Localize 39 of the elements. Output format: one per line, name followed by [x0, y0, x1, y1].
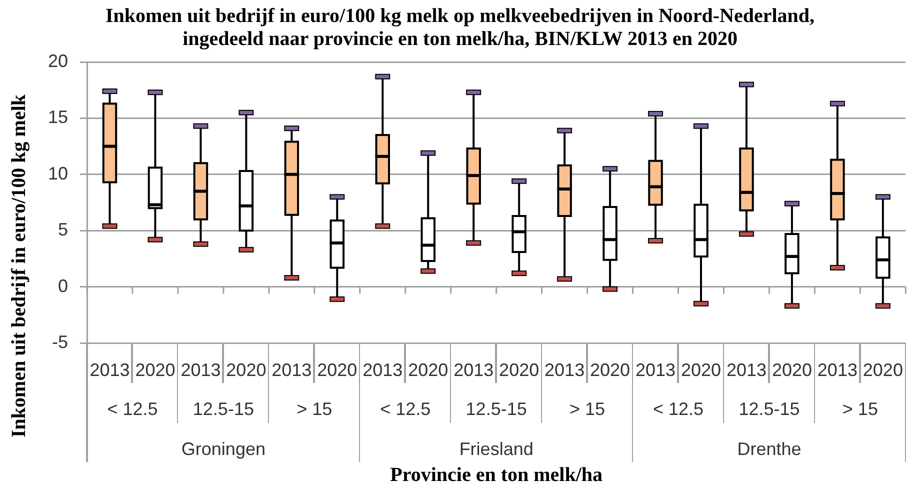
x-tick-label: 2020 — [499, 360, 540, 380]
x-tick-label: 2013 — [454, 360, 494, 380]
text: Friesland — [459, 438, 534, 459]
y-tick-label: 5 — [58, 220, 68, 240]
y-axis-title: Inkomen uit bedrijf in euro/100 kg melk — [8, 94, 30, 438]
x-tick-label: 2013 — [90, 360, 130, 380]
x-tick-label: 2020 — [135, 360, 176, 380]
x-axis-title: Provincie en ton melk/ha — [390, 464, 603, 486]
text: > 15 — [570, 398, 606, 419]
x-tick-label: 2020 — [408, 360, 448, 380]
x-tick-label: 2013 — [635, 360, 676, 380]
x-tick-label: 2013 — [544, 360, 585, 380]
text: 12.5-15 — [738, 398, 800, 419]
text: < 12.5 — [380, 398, 431, 419]
y-tick-label: 20 — [48, 50, 68, 71]
y-tick-label: 0 — [58, 276, 68, 296]
x-tick-label: 2020 — [862, 360, 903, 380]
x-tick-label: 2013 — [362, 360, 403, 380]
text: < 12.5 — [107, 398, 158, 419]
y-tick-label: 10 — [48, 163, 68, 184]
text: > 15 — [296, 398, 332, 419]
text: Drenthe — [737, 438, 802, 459]
text: Groningen — [181, 438, 266, 459]
text: 12.5-15 — [466, 398, 527, 419]
x-tick-label: 2020 — [590, 360, 630, 380]
x-tick-label: 2013 — [180, 360, 221, 380]
text: > 15 — [842, 398, 878, 419]
x-tick-label: 2013 — [817, 360, 858, 380]
x-tick-label: 2020 — [680, 360, 722, 380]
x-tick-label: 2020 — [226, 360, 266, 380]
x-tick-label: 2020 — [317, 360, 358, 380]
x-tick-label: 2020 — [772, 360, 812, 380]
text: 12.5-15 — [192, 398, 254, 419]
x-tick-label: 2013 — [726, 360, 766, 380]
chart-title: Inkomen uit bedrijf in euro/100 kg melk op melkveebedrijven in Noord-Nederland, ingedeeld naar provincie en ton melk/ha, BIN/KLW 2013 en 2020 — [105, 5, 815, 50]
x-tick-label: 2013 — [272, 360, 312, 380]
text: < 12.5 — [652, 398, 704, 419]
y-tick-label: -5 — [52, 332, 68, 352]
y-tick-label: 15 — [48, 107, 68, 128]
